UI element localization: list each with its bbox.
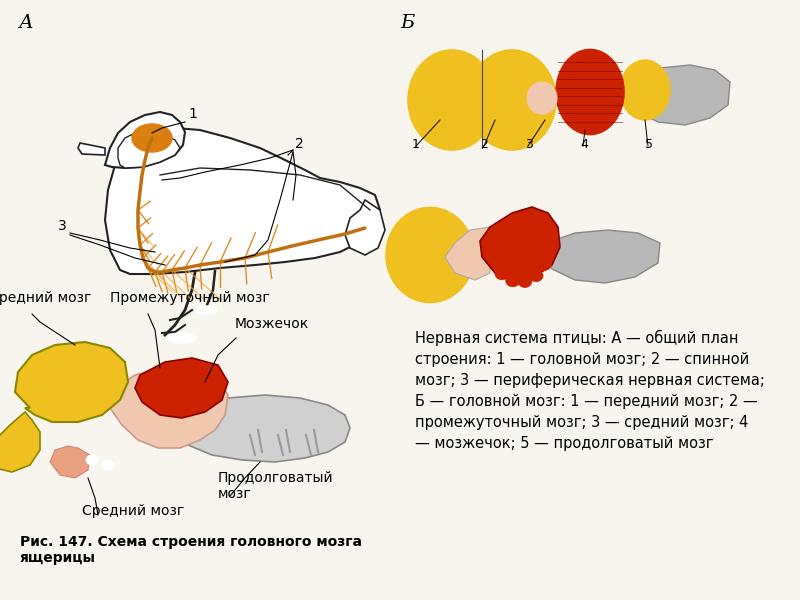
Text: Передний мозг: Передний мозг xyxy=(0,291,91,305)
Text: Мозжечок: Мозжечок xyxy=(235,317,310,331)
Text: 3: 3 xyxy=(58,219,66,233)
Polygon shape xyxy=(15,342,128,422)
Text: Продолговатый
мозг: Продолговатый мозг xyxy=(218,471,334,501)
Polygon shape xyxy=(480,207,560,280)
Polygon shape xyxy=(445,227,490,280)
Text: 2: 2 xyxy=(480,138,488,151)
Polygon shape xyxy=(118,132,180,168)
Polygon shape xyxy=(110,368,228,448)
Polygon shape xyxy=(105,112,185,168)
Text: Промежуточный мозг: Промежуточный мозг xyxy=(110,291,270,305)
Polygon shape xyxy=(78,143,105,155)
Polygon shape xyxy=(170,395,350,462)
Ellipse shape xyxy=(527,82,557,114)
Text: Нервная система птицы: А — общий план
строения: 1 — головной мозг; 2 — спинной
м: Нервная система птицы: А — общий план ст… xyxy=(415,330,765,451)
Ellipse shape xyxy=(506,275,520,287)
Ellipse shape xyxy=(468,50,556,150)
Ellipse shape xyxy=(529,269,543,281)
Text: 4: 4 xyxy=(580,138,588,151)
Text: 1: 1 xyxy=(412,138,420,151)
Ellipse shape xyxy=(102,460,114,470)
Text: Средний мозг: Средний мозг xyxy=(82,504,184,518)
Text: А: А xyxy=(18,14,33,32)
Polygon shape xyxy=(542,230,660,283)
Text: Рис. 147. Схема строения головного мозга
ящерицы: Рис. 147. Схема строения головного мозга… xyxy=(20,535,362,565)
Polygon shape xyxy=(628,65,730,125)
Ellipse shape xyxy=(86,455,98,465)
Ellipse shape xyxy=(556,49,624,134)
Ellipse shape xyxy=(386,208,474,302)
Ellipse shape xyxy=(132,124,172,152)
Text: 5: 5 xyxy=(645,138,653,151)
Text: Б: Б xyxy=(400,14,414,32)
Ellipse shape xyxy=(195,306,217,314)
Text: 1: 1 xyxy=(188,107,197,121)
Polygon shape xyxy=(50,446,90,478)
Ellipse shape xyxy=(168,333,196,343)
Polygon shape xyxy=(0,412,40,472)
Polygon shape xyxy=(105,128,380,274)
Polygon shape xyxy=(135,358,228,418)
Text: 3: 3 xyxy=(525,138,533,151)
Polygon shape xyxy=(345,200,385,255)
Ellipse shape xyxy=(518,275,532,287)
Text: 2: 2 xyxy=(295,137,304,151)
Ellipse shape xyxy=(408,50,496,150)
Ellipse shape xyxy=(538,259,551,271)
Ellipse shape xyxy=(620,60,670,120)
Ellipse shape xyxy=(495,268,509,280)
